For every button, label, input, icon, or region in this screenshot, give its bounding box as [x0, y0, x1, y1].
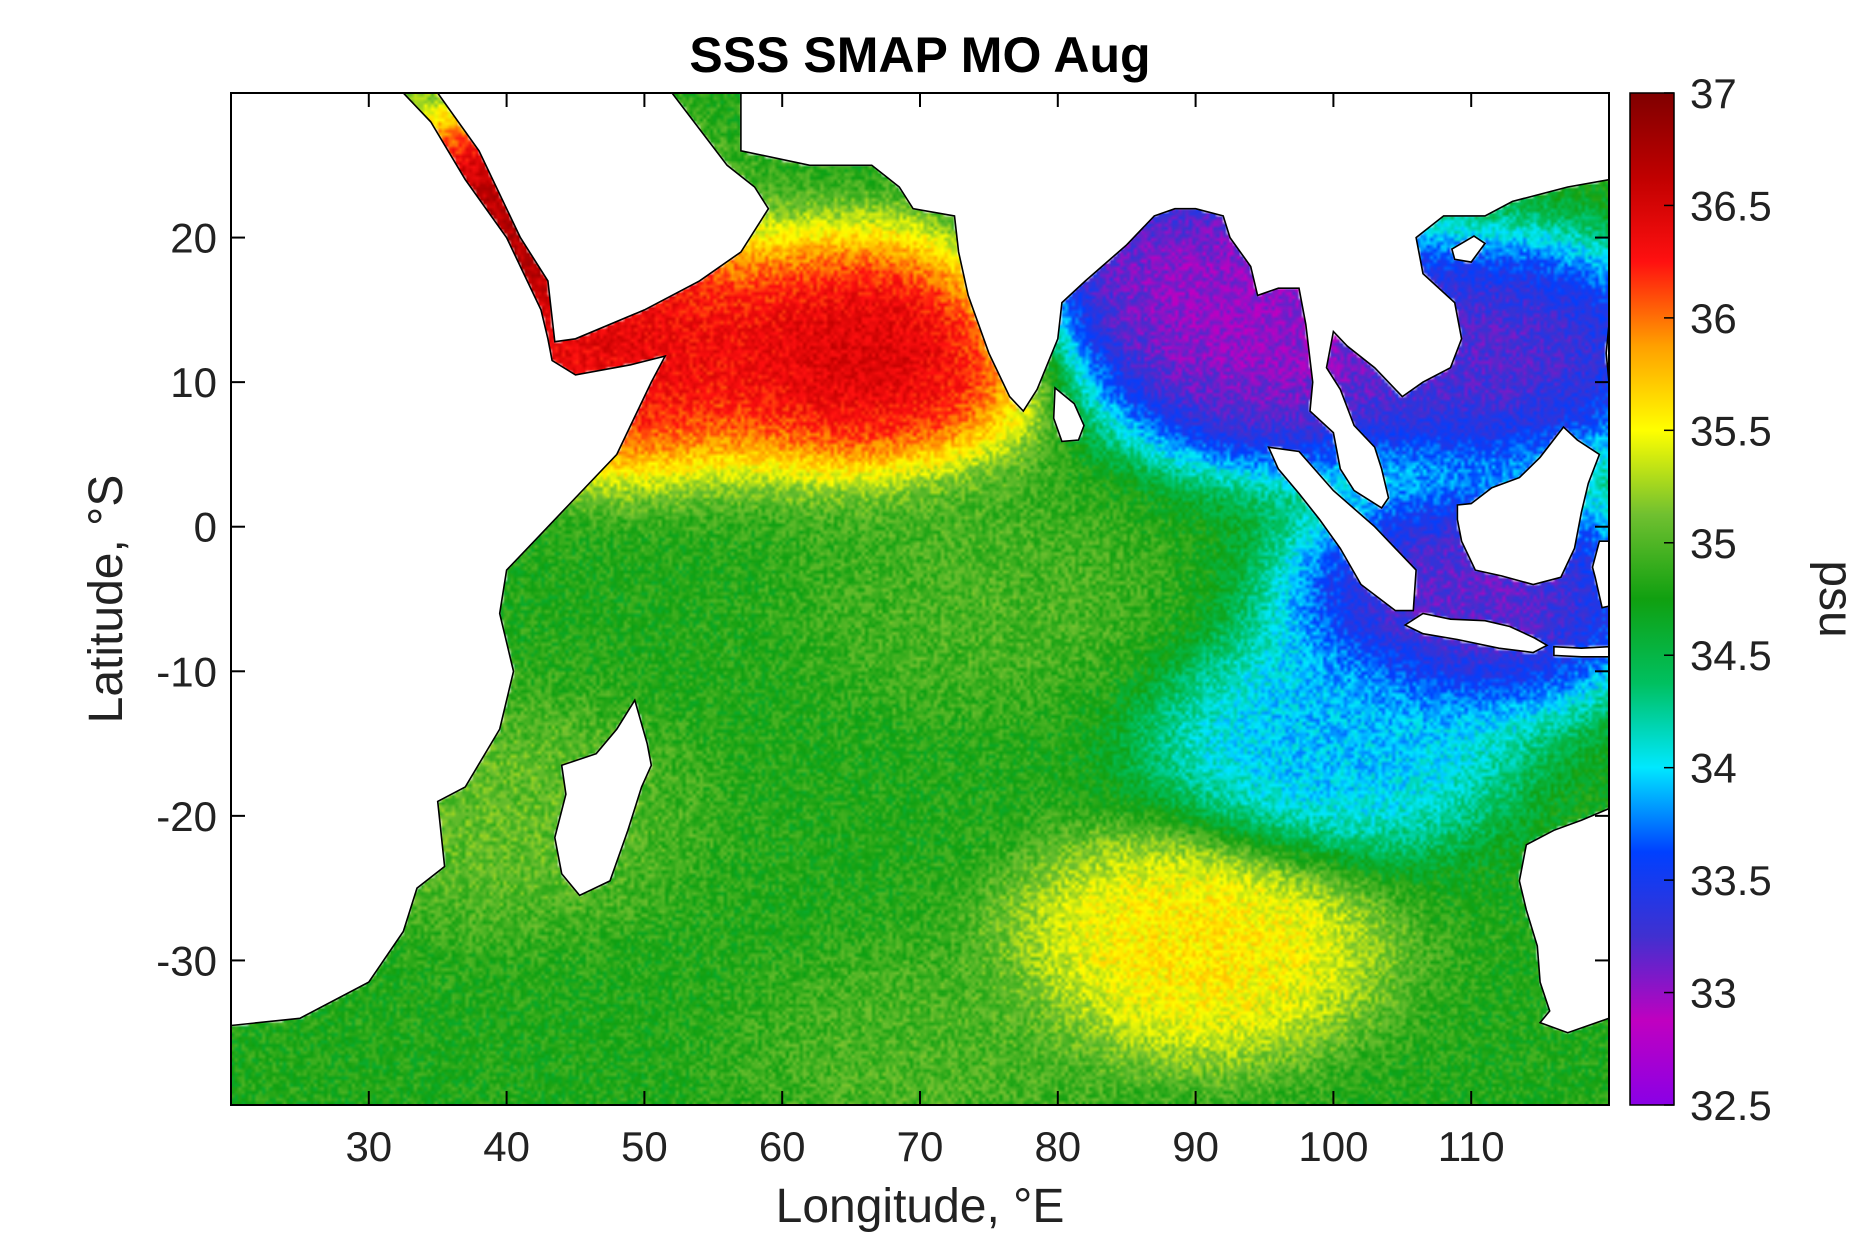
- x-tick-label: 40: [483, 1123, 530, 1170]
- colorbar-tick-label: 36.5: [1690, 182, 1772, 229]
- sri-lanka-land: [1052, 386, 1085, 443]
- philippines-land: [1605, 259, 1609, 455]
- sumatra-land: [1267, 446, 1417, 612]
- colorbar: 37 36.5 36 35.5 35 34.5 34 33.5 33 32.5 psu: [1629, 70, 1862, 1129]
- africa-arabia-india-land: [231, 93, 1609, 1027]
- x-tick-label: 110: [1438, 1123, 1505, 1170]
- x-tick-label: 100: [1298, 1123, 1368, 1170]
- java-bali-land: [1403, 612, 1549, 654]
- colorbar-tick-label: 34: [1690, 745, 1737, 792]
- colorbar-tick-label: 35: [1690, 520, 1737, 567]
- colorbar-gradient: [1629, 92, 1675, 1106]
- y-tick-label: 0: [194, 504, 217, 551]
- colorbar-tick-label: 32.5: [1690, 1082, 1772, 1129]
- chart-title: SSS SMAP MO Aug: [689, 27, 1150, 83]
- hainan-land: [1450, 235, 1487, 263]
- x-axis-label: Longitude, °E: [776, 1180, 1065, 1233]
- madagascar-land: [553, 698, 653, 897]
- y-tick-label: -30: [156, 937, 217, 984]
- y-axis: 20 10 0 -10 -20 -30: [156, 215, 1609, 984]
- colorbar-tick-label: 37: [1690, 70, 1737, 117]
- y-tick-label: -20: [156, 793, 217, 840]
- y-axis-label: Latitude, °S: [80, 475, 133, 724]
- sulawesi-land: [1591, 540, 1609, 609]
- x-tick-label: 90: [1172, 1123, 1219, 1170]
- x-tick-label: 80: [1034, 1123, 1081, 1170]
- x-tick-label: 50: [621, 1123, 668, 1170]
- x-axis: 30 40 50 60 70 80 90 100 110: [345, 93, 1505, 1170]
- x-tick-label: 30: [345, 1123, 392, 1170]
- colorbar-tick-label: 36: [1690, 295, 1737, 342]
- y-tick-label: 20: [170, 215, 217, 262]
- colorbar-tick-label: 33.5: [1690, 857, 1772, 904]
- plot-area: [231, 93, 1609, 1105]
- colorbar-label: psu: [1809, 560, 1862, 637]
- y-tick-label: -10: [156, 648, 217, 695]
- colorbar-tick-label: 33: [1690, 970, 1737, 1017]
- colorbar-tick-label: 35.5: [1690, 407, 1772, 454]
- borneo-land: [1456, 425, 1601, 586]
- colorbar-ticks: 37 36.5 36 35.5 35 34.5 34 33.5 33 32.5: [1664, 70, 1772, 1129]
- land-mask: [231, 93, 1609, 1034]
- australia-land: [1518, 807, 1609, 1034]
- y-tick-label: 10: [170, 359, 217, 406]
- lesser-sunda-land: [1553, 645, 1609, 658]
- x-tick-label: 60: [759, 1123, 806, 1170]
- colorbar-tick-label: 34.5: [1690, 632, 1772, 679]
- x-tick-label: 70: [897, 1123, 944, 1170]
